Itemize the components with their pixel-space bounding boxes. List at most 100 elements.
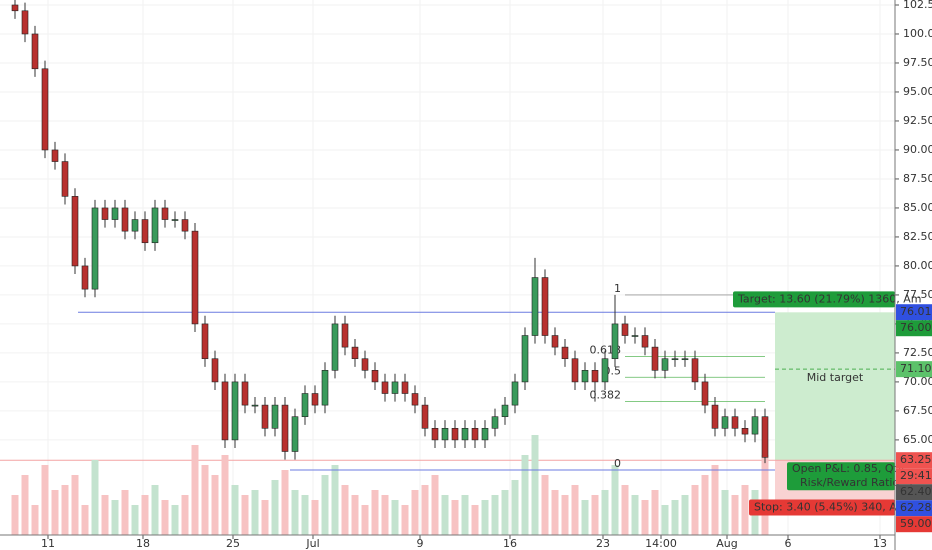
volume-bar xyxy=(241,495,249,535)
volume-bar xyxy=(711,465,719,535)
volume-bar xyxy=(601,490,609,535)
volume-bar xyxy=(411,490,419,535)
volume-bar xyxy=(371,490,379,535)
volume-bar xyxy=(431,475,439,535)
fib-label: 0 xyxy=(614,457,621,470)
volume-bar xyxy=(101,495,109,535)
volume-bar xyxy=(741,485,749,535)
x-tick-label: 14:00 xyxy=(645,537,677,550)
candle-body xyxy=(31,33,39,70)
candle-body xyxy=(671,358,679,361)
volume-bar xyxy=(551,490,559,535)
volume-bar xyxy=(211,475,219,535)
volume-bar xyxy=(391,500,399,535)
candle-body xyxy=(431,428,439,441)
candle-body xyxy=(731,416,739,429)
volume-bar xyxy=(381,495,389,535)
candle-body xyxy=(121,207,129,232)
volume-bar xyxy=(311,500,319,535)
candle-body xyxy=(141,219,149,244)
y-tick-label: 97.50 xyxy=(903,56,932,69)
volume-bar xyxy=(81,505,89,535)
candle-body xyxy=(181,219,189,232)
candle-body xyxy=(51,149,59,162)
candle-body xyxy=(321,370,329,406)
x-tick-label: Aug xyxy=(716,537,737,550)
candle-body xyxy=(441,428,449,441)
candle-body xyxy=(501,404,509,418)
price-label-box xyxy=(896,320,932,337)
volume-bar xyxy=(61,485,69,535)
fib-label: 0.382 xyxy=(590,389,622,402)
x-tick-label: 9 xyxy=(417,537,424,550)
candle-body xyxy=(751,416,759,435)
volume-bar xyxy=(561,495,569,535)
candle-body xyxy=(471,428,479,441)
volume-bar xyxy=(301,495,309,535)
volume-bar xyxy=(361,505,369,535)
candle-body xyxy=(11,4,19,12)
volume-bar xyxy=(611,465,619,535)
y-tick-label: 82.50 xyxy=(903,230,932,243)
candle-body xyxy=(591,370,599,383)
volume-bar xyxy=(481,500,489,535)
candle-body xyxy=(211,358,219,383)
candle-body xyxy=(451,428,459,441)
volume-bar xyxy=(761,455,769,535)
volume-bar xyxy=(91,460,99,535)
candle-body xyxy=(631,335,639,337)
y-tick-label: 87.50 xyxy=(903,172,932,185)
candle-body xyxy=(511,381,519,406)
target-zone xyxy=(775,312,895,461)
candle-body xyxy=(21,10,29,35)
candle-body xyxy=(421,404,429,429)
volume-bar xyxy=(261,500,269,535)
candle-body xyxy=(621,323,629,336)
y-tick-label: 85.00 xyxy=(903,201,932,214)
mid-target-label: Mid target xyxy=(807,371,864,384)
candle-body xyxy=(101,207,109,220)
candle-body xyxy=(271,404,279,429)
candle-body xyxy=(281,404,289,452)
volume-bar xyxy=(521,455,529,535)
y-tick-label: 95.00 xyxy=(903,85,932,98)
y-tick-label: 77.50 xyxy=(903,288,932,301)
volume-bar xyxy=(501,490,509,535)
volume-bar xyxy=(401,505,409,535)
volume-bar xyxy=(201,465,209,535)
volume-bar xyxy=(461,495,469,535)
candle-body xyxy=(391,381,399,394)
y-tick-label: 65.00 xyxy=(903,433,932,446)
volume-bar xyxy=(511,480,519,535)
candle-body xyxy=(411,393,419,406)
y-tick-label: 100.00 xyxy=(903,27,932,40)
candle-body xyxy=(161,207,169,220)
x-tick-label: 25 xyxy=(226,537,240,550)
volume-bar xyxy=(251,490,259,535)
volume-bar xyxy=(701,475,709,535)
candle-body xyxy=(81,265,89,290)
candle-body xyxy=(541,277,549,336)
y-tick-label: 102.50 xyxy=(903,0,932,11)
volume-bar xyxy=(661,505,669,535)
candle-body xyxy=(191,230,199,325)
candle-body xyxy=(761,416,769,458)
stop-text-box xyxy=(749,499,895,516)
volume-bar xyxy=(721,490,729,535)
fib-label: 1 xyxy=(614,282,621,295)
candle-body xyxy=(651,346,659,371)
candle-body xyxy=(301,393,309,418)
volume-bar xyxy=(321,475,329,535)
volume-bar xyxy=(21,475,29,535)
x-tick-label: 6 xyxy=(785,537,792,550)
volume-bar xyxy=(731,495,739,535)
volume-bar xyxy=(171,505,179,535)
price-label: 29:41 xyxy=(900,469,932,482)
volume-bar xyxy=(681,495,689,535)
candle-body xyxy=(711,404,719,429)
y-tick-label: 92.50 xyxy=(903,114,932,127)
candle-body xyxy=(331,323,339,371)
price-label: 62.28 xyxy=(900,501,932,514)
candle-body xyxy=(531,277,539,336)
